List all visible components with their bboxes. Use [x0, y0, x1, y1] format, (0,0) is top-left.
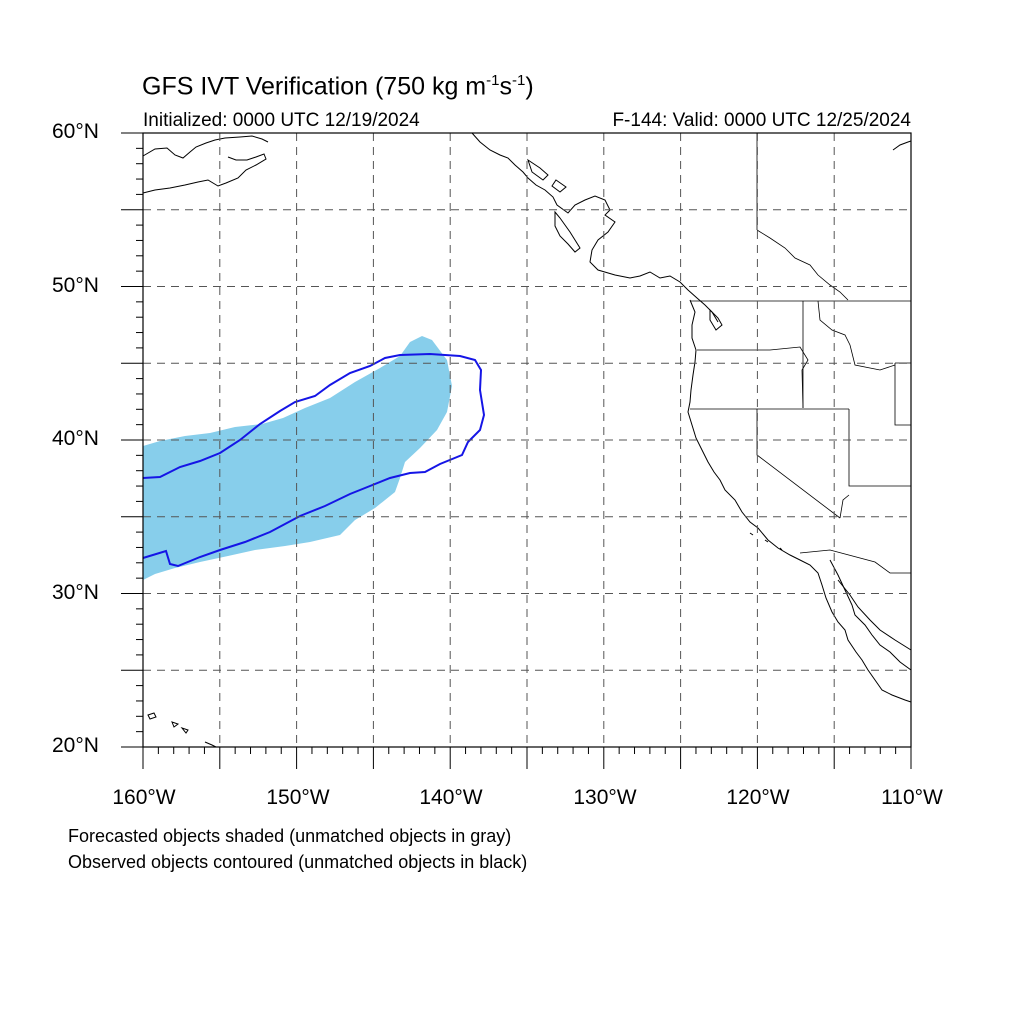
colorado-river-border [839, 494, 850, 519]
map-frame [142, 132, 912, 748]
state-borders [690, 133, 911, 574]
wyoming-border [894, 362, 911, 426]
x-label-130w: 130°W [573, 786, 637, 809]
x-label-140w: 140°W [419, 786, 483, 809]
y-label-40n: 40°N [52, 427, 99, 450]
puget-sound-coast [709, 308, 723, 331]
observed-ivt-contour [142, 352, 486, 568]
nevada-utah-border [848, 409, 911, 487]
bc-coast [471, 132, 719, 323]
west-coast [687, 299, 912, 703]
lat-lon-grid [143, 133, 911, 747]
x-label-160w: 160°W [112, 786, 176, 809]
hawaii-islands [147, 712, 217, 748]
alberta-bc-rockies-border [756, 229, 849, 301]
y-label-60n: 60°N [52, 120, 99, 143]
y-label-50n: 50°N [52, 274, 99, 297]
mexico-mainland-coast [837, 579, 912, 651]
coastlines [142, 132, 912, 748]
axis-ticks [121, 132, 912, 769]
x-label-150w: 150°W [266, 786, 330, 809]
vancouver-island-coast [554, 210, 581, 253]
california-nevada-border [756, 409, 841, 519]
hudson-coast [892, 140, 912, 151]
gulf-of-california-coast [829, 559, 912, 671]
legend-observed-note: Observed objects contoured (unmatched ob… [68, 852, 528, 872]
alaska-coast [142, 135, 269, 194]
us-mexico-border [799, 549, 911, 574]
washington-oregon-border [697, 346, 809, 409]
y-label-20n: 20°N [52, 734, 99, 757]
forecast-ivt-object [143, 336, 452, 580]
y-label-30n: 30°N [52, 581, 99, 604]
x-label-120w: 120°W [726, 786, 790, 809]
x-label-110w: 110°W [881, 786, 943, 809]
legend-forecast-note: Forecasted objects shaded (unmatched obj… [68, 826, 512, 846]
valid-time: F-144: Valid: 0000 UTC 12/25/2024 [612, 110, 911, 131]
channel-islands [749, 532, 783, 551]
idaho-montana-border [817, 300, 896, 371]
alaska-islands-coast [527, 158, 567, 193]
initialized-time: Initialized: 0000 UTC 12/19/2024 [143, 110, 420, 131]
plot-title: GFS IVT Verification (750 kg m-1s-1) [142, 72, 534, 101]
